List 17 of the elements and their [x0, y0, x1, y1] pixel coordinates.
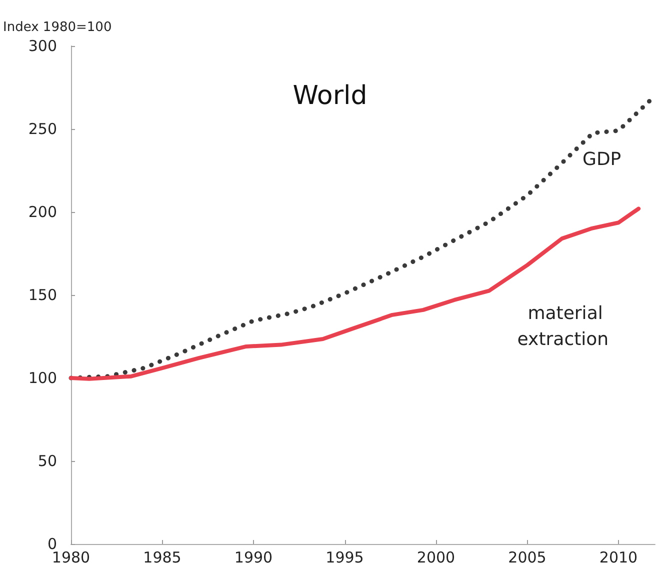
- x-tick-label: 2010: [599, 548, 638, 566]
- y-axis-title: Index 1980=100: [3, 20, 112, 35]
- x-tick-label: 2005: [508, 548, 546, 566]
- text: World: [292, 81, 368, 111]
- y-tick-label: 100: [28, 369, 57, 387]
- line-series: [69, 206, 641, 381]
- y-tick-label: 150: [28, 286, 57, 304]
- series-label: material extraction: [517, 303, 609, 350]
- y-tick-label: 300: [28, 37, 57, 55]
- x-tick-label: 2000: [416, 548, 456, 566]
- y-tick-label: 250: [28, 120, 57, 138]
- series-label: GDP: [582, 148, 622, 170]
- x-tick-label: 1990: [234, 548, 273, 566]
- y-tick-label: 200: [28, 203, 57, 221]
- x-tick-label: 1995: [326, 548, 364, 566]
- y-tick-label: 50: [38, 452, 57, 470]
- x-tick-label: 1985: [143, 548, 182, 566]
